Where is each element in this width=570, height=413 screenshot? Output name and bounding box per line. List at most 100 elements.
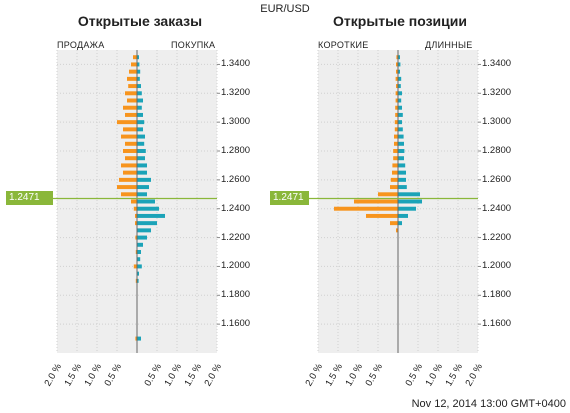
panel-0-sell-bar [121, 192, 137, 197]
panel-0-price-tick-label: 1.1600 [221, 318, 251, 330]
panel-0-buy-bar [137, 235, 147, 240]
panel-0-buy-bar [137, 271, 139, 276]
panel-1-long-bar [398, 206, 416, 211]
panel-0-sell-bar [123, 127, 137, 132]
panel-1-long-bar [398, 76, 402, 81]
panel-0-sell-bar [119, 177, 137, 182]
panel-1-price-tick-label: 1.1600 [482, 318, 512, 330]
panel-1-long-bar [398, 192, 420, 197]
panel-1-long-bar [398, 69, 400, 74]
positions-short-label: КОРОТКИЕ [318, 40, 369, 50]
panel-0-sell-bar [123, 149, 137, 153]
panel-0-sell-bar [133, 55, 137, 60]
panel-1-price-tick-label: 1.3400 [482, 58, 512, 70]
panel-0-sell-bar [135, 250, 137, 254]
orders-sell-label: ПРОДАЖА [57, 40, 105, 50]
panel-0-buy-bar [137, 120, 145, 125]
panel-0-buy-bar [137, 156, 145, 161]
panel-1-short-bar [396, 228, 398, 233]
panel-0-price-tick-label: 1.2000 [221, 260, 251, 272]
panel-0-buy-bar [137, 149, 146, 153]
panel-0-buy-bar [137, 242, 143, 247]
panel-1-long-bar [398, 156, 404, 161]
positions-long-label: ДЛИННЫЕ [425, 40, 473, 50]
panel-1-price-tick-label: 1.2400 [482, 202, 512, 214]
panel-0-buy-bar [137, 213, 165, 218]
panel-0-buy-bar [137, 141, 145, 146]
panel-0-buy-bar [137, 76, 140, 81]
panel-1-short-bar [394, 127, 398, 132]
panel-1-short-bar [395, 98, 398, 103]
panel-0-sell-bar [127, 76, 137, 81]
panel-1-long-bar [398, 177, 406, 182]
panel-0-buy-bar [137, 228, 151, 233]
panel-0-sell-bar [135, 235, 137, 240]
panel-1-long-bar [398, 127, 403, 132]
panel-0-sell-bar [127, 98, 137, 103]
panel-0-buy-bar [137, 206, 159, 211]
panel-0-buy-bar [137, 98, 143, 103]
panel-0-buy-bar [137, 177, 151, 182]
panel-0-buy-bar [137, 84, 141, 89]
panel-1-price-tick-label: 1.1800 [482, 289, 512, 301]
panel-0-sell-bar [131, 199, 137, 204]
panel-0-buy-bar [137, 127, 143, 132]
current-price-label: 1.2471 [9, 192, 40, 203]
panel-1-long-bar [398, 112, 403, 117]
panel-0-sell-bar [133, 264, 137, 269]
panel-0-sell-bar [117, 185, 137, 190]
panel-0-sell-bar [135, 336, 137, 341]
panel-1-short-bar [394, 141, 398, 146]
panel-0-buy-bar [137, 336, 141, 341]
panel-1-short-bar [396, 55, 398, 60]
panel-1-short-bar [395, 112, 398, 117]
panel-0-buy-bar [137, 134, 145, 139]
pair-title: EUR/USD [260, 3, 310, 15]
panel-1-price-tick-label: 1.2600 [482, 173, 512, 185]
panel-1-short-bar [392, 163, 398, 168]
panel-0-buy-bar [137, 192, 147, 197]
panel-0-sell-bar [121, 134, 137, 139]
panel-1-price-tick-label: 1.3000 [482, 116, 512, 128]
panel-1-short-bar [378, 192, 398, 197]
panel-1-short-bar [396, 62, 398, 67]
panel-1-long-bar [398, 170, 406, 175]
panel-1-price-tick-label: 1.2000 [482, 260, 512, 272]
panel-1-long-bar [398, 163, 406, 168]
panel-1-short-bar [334, 206, 398, 211]
panel-0-sell-bar [125, 141, 137, 146]
panel-0-price-tick-label: 1.2200 [221, 231, 251, 243]
panel-0-sell-bar [121, 163, 137, 168]
panel-1-long-bar [398, 134, 404, 139]
panel-0-sell-bar [125, 91, 137, 96]
panel-0-price-tick-label: 1.1800 [221, 289, 251, 301]
panel-0-price-tick-label: 1.3200 [221, 87, 251, 99]
panel-0-buy-bar [137, 221, 157, 226]
panel-1-long-bar [398, 120, 402, 125]
panel-0-buy-bar [137, 55, 139, 60]
panel-0-sell-bar [135, 213, 137, 218]
panel-1-short-bar [394, 134, 398, 139]
panel-0-sell-bar [135, 278, 137, 283]
panel-1-short-bar [396, 69, 398, 74]
panel-1-short-bar [366, 213, 398, 218]
current-price-marker: 1.2471 [6, 191, 53, 205]
panel-1-long-bar [398, 98, 402, 103]
panel-1-price-tick-label: 1.2800 [482, 145, 512, 156]
panel-0-sell-bar [125, 156, 137, 161]
panel-1-long-bar [398, 213, 408, 218]
panel-0-price-tick-label: 1.2800 [221, 145, 251, 156]
panel-0-buy-bar [137, 105, 142, 110]
panel-1-short-bar [393, 149, 398, 153]
panel-1-short-bar [392, 170, 398, 175]
panel-0-buy-bar [137, 112, 143, 117]
panel-0-buy-bar [137, 185, 149, 190]
panel-1-long-bar [398, 221, 402, 226]
panel-0-sell-bar [135, 221, 137, 226]
panel-1-long-bar [398, 199, 422, 204]
panel-1-long-bar [398, 141, 404, 146]
panel-1-long-bar [398, 185, 407, 190]
panel-0-sell-bar [128, 84, 137, 89]
panel-0-sell-bar [131, 62, 137, 67]
